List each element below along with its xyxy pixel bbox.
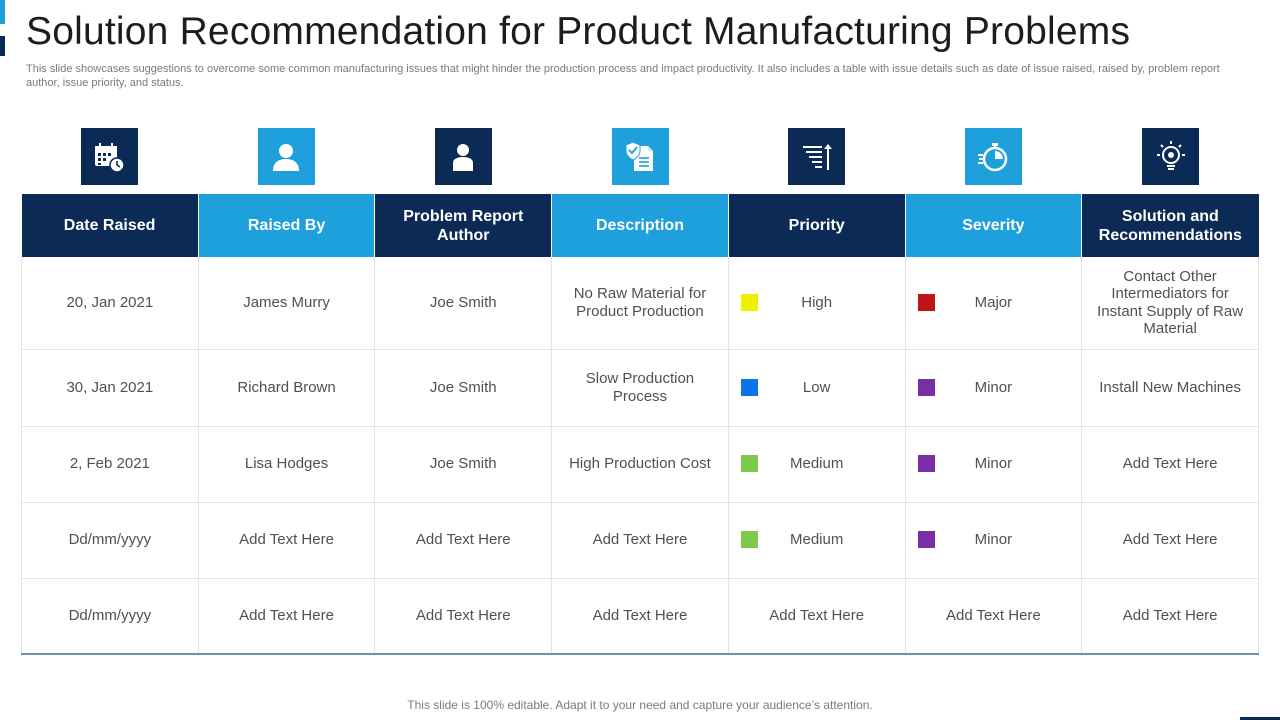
shield-document-icon [611,128,669,185]
severity-label: Minor [974,455,1013,473]
cell-priority: Medium [728,502,906,579]
cell-description: Add Text Here [551,502,729,579]
severity-indicator [917,531,935,548]
cell-raised-by: Add Text Here [198,502,376,579]
header-raised-by: Raised By [198,194,376,257]
priority-label: Low [802,378,831,396]
cell-severity: Minor [905,349,1083,427]
header-priority: Priority [728,194,906,257]
accent-bar [0,36,5,56]
header-description: Description [551,194,729,257]
table-row: 20, Jan 2021 James Murry Joe Smith No Ra… [21,257,1259,350]
cell-date: 30, Jan 2021 [21,349,199,427]
page-title: Solution Recommendation for Product Manu… [26,10,1131,53]
issues-table: Date Raised Raised By Problem Report Aut… [21,194,1259,655]
cell-author: Joe Smith [374,349,553,427]
cell-description: Add Text Here [551,578,729,655]
severity-indicator [917,455,935,472]
cell-raised-by: Add Text Here [198,578,376,655]
cell-severity: Minor [905,502,1083,579]
cell-author: Add Text Here [374,578,553,655]
cell-description: No Raw Material for Product Production [551,257,729,350]
cell-author: Add Text Here [374,502,553,579]
cell-solution: Add Text Here [1081,578,1259,655]
cell-raised-by: James Murry [198,257,376,350]
accent-bar [0,0,5,24]
severity-label: Major [974,294,1013,311]
priority-label: High [801,294,833,311]
table-row: Dd/mm/yyyy Add Text Here Add Text Here A… [21,502,1259,579]
severity-label: Minor [974,378,1013,396]
table-header-row: Date Raised Raised By Problem Report Aut… [21,194,1259,257]
cell-solution: Install New Machines [1081,349,1259,427]
cell-description: Slow Production Process [551,349,729,427]
priority-label: Medium [789,531,844,549]
cell-date: 20, Jan 2021 [21,257,199,350]
cell-priority: Medium [728,426,906,503]
priority-indicator [740,378,758,396]
cell-solution: Contact Other Intermediators for Instant… [1081,257,1259,350]
cell-severity: Major [905,257,1083,350]
user-icon [257,128,315,185]
footer-note: This slide is 100% editable. Adapt it to… [407,698,873,712]
page-subtitle: This slide showcases suggestions to over… [26,63,1220,89]
header-solution: Solution and Recommendations [1081,194,1259,257]
cell-raised-by: Lisa Hodges [198,426,376,503]
lightbulb-gear-icon [1142,128,1200,185]
severity-indicator [917,378,935,396]
cell-author: Joe Smith [374,257,553,350]
sort-priority-icon [788,128,846,185]
table-row: 30, Jan 2021 Richard Brown Joe Smith Slo… [21,349,1259,427]
cell-date: Dd/mm/yyyy [21,502,199,579]
priority-indicator [740,293,758,311]
cell-priority: Low [728,349,906,427]
cell-severity: Add Text Here [905,578,1083,655]
table-row: Dd/mm/yyyy Add Text Here Add Text Here A… [21,578,1259,655]
cell-severity: Minor [905,426,1083,503]
table-row: 2, Feb 2021 Lisa Hodges Joe Smith High P… [21,426,1259,503]
header-severity: Severity [905,194,1083,257]
header-icons-row [21,128,1259,185]
stopwatch-icon [965,128,1023,185]
user-profile-icon [434,128,492,185]
calendar-clock-icon [80,128,138,185]
cell-date: Dd/mm/yyyy [21,578,199,655]
cell-solution: Add Text Here [1081,426,1259,503]
cell-raised-by: Richard Brown [198,349,376,427]
priority-indicator [740,531,758,548]
severity-indicator [917,293,935,311]
corner-accent-line [1240,717,1280,720]
header-problem-report-author: Problem Report Author [374,194,553,257]
cell-solution: Add Text Here [1081,502,1259,579]
cell-priority: High [728,257,906,350]
cell-author: Joe Smith [374,426,553,503]
cell-description: High Production Cost [551,426,729,503]
cell-date: 2, Feb 2021 [21,426,199,503]
priority-label: Medium [789,455,844,473]
priority-indicator [740,455,758,472]
header-date-raised: Date Raised [21,194,199,257]
severity-label: Minor [974,531,1013,549]
cell-priority: Add Text Here [728,578,906,655]
